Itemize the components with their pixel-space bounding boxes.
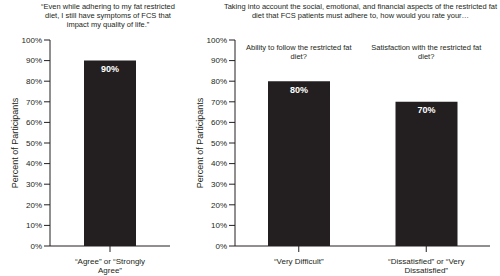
svg-text:80%: 80% [26, 77, 42, 86]
svg-text:80%: 80% [211, 77, 227, 86]
svg-text:70%: 70% [26, 98, 42, 107]
svg-text:10%: 10% [211, 221, 227, 230]
svg-text:30%: 30% [26, 180, 42, 189]
html-text:Taking into account the social: Taking into account the social, emotiona… [224, 2, 497, 20]
svg-text:Percent of Participants: Percent of Participants [10, 97, 20, 188]
svg-text:90%: 90% [26, 56, 42, 65]
html-text:Ability to follow the restrict: Ability to follow the restricted fat die… [246, 43, 352, 61]
svg-text:100%: 100% [207, 36, 227, 45]
svg-text:60%: 60% [26, 118, 42, 127]
svg-text:10%: 10% [26, 221, 42, 230]
svg-text:100%: 100% [22, 36, 42, 45]
svg-text:“Dissatisfied” or “VeryDissati: “Dissatisfied” or “VeryDissatisfied” [388, 257, 464, 275]
html-text:“Even while adhering to my fat: “Even while adhering to my fat restricte… [41, 2, 175, 29]
svg-text:20%: 20% [26, 201, 42, 210]
html-text:Satisfaction with the restrict: Satisfaction with the restricted fat die… [371, 43, 482, 61]
svg-text:Percent of Participants: Percent of Participants [195, 97, 205, 188]
svg-text:60%: 60% [211, 118, 227, 127]
svg-text:0%: 0% [215, 242, 227, 251]
svg-text:90%: 90% [101, 64, 119, 74]
svg-text:50%: 50% [26, 139, 42, 148]
svg-text:90%: 90% [211, 56, 227, 65]
svg-text:“Agree” or “StronglyAgree”: “Agree” or “StronglyAgree” [75, 257, 145, 275]
svg-text:40%: 40% [211, 159, 227, 168]
svg-text:30%: 30% [211, 180, 227, 189]
svg-text:0%: 0% [30, 242, 42, 251]
svg-text:80%: 80% [290, 85, 308, 95]
svg-text:“Very Difficult”: “Very Difficult” [274, 257, 324, 266]
svg-text:50%: 50% [211, 139, 227, 148]
svg-text:70%: 70% [417, 105, 435, 115]
svg-text:20%: 20% [211, 201, 227, 210]
svg-text:40%: 40% [26, 159, 42, 168]
svg-text:70%: 70% [211, 98, 227, 107]
